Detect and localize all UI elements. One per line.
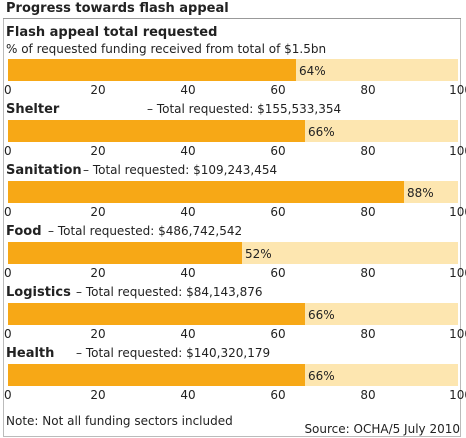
bar-requested: – Total requested: $109,243,454 <box>83 163 278 177</box>
x-tick-label: 60 <box>270 266 286 280</box>
x-tick-label: 20 <box>90 144 106 158</box>
bar-track: 52% <box>8 242 458 264</box>
bar-requested: – Total requested: $155,533,354 <box>147 102 342 116</box>
x-tick-label: 60 <box>270 327 286 341</box>
bar-track: 66% <box>8 303 458 325</box>
x-axis: 0 20 40 60 80 100 <box>4 388 466 402</box>
x-axis: 0 20 40 60 80 100 <box>4 266 466 280</box>
x-tick-label: 0 <box>4 388 12 402</box>
x-tick-label: 60 <box>270 388 286 402</box>
x-tick-label: 20 <box>90 205 106 219</box>
x-tick-label: 40 <box>180 83 196 97</box>
bar-label: Sanitation <box>6 163 82 178</box>
x-tick-label: 0 <box>4 205 12 219</box>
x-tick-label: 0 <box>4 327 12 341</box>
x-axis: 0 20 40 60 80 100 <box>4 205 466 219</box>
bar-block-sanitation: Sanitation – Total requested: $109,243,4… <box>0 163 466 223</box>
bar-fill <box>8 59 296 81</box>
x-tick-label: 40 <box>180 327 196 341</box>
bar-track: 64% <box>8 59 458 81</box>
x-tick-label: 60 <box>270 144 286 158</box>
x-tick-label: 100 <box>449 327 466 341</box>
x-tick-label: 20 <box>90 266 106 280</box>
bar-block-logistics: Logistics – Total requested: $84,143,876… <box>0 285 466 345</box>
bar-track: 88% <box>8 181 458 203</box>
x-tick-label: 40 <box>180 144 196 158</box>
bar-block-shelter: Shelter – Total requested: $155,533,354 … <box>0 102 466 162</box>
x-tick-label: 40 <box>180 205 196 219</box>
x-axis: 0 20 40 60 80 100 <box>4 83 466 97</box>
bar-track: 66% <box>8 364 458 386</box>
bar-fill <box>8 303 305 325</box>
bar-requested: – Total requested: $84,143,876 <box>76 285 263 299</box>
bar-value-label: 88% <box>407 186 434 200</box>
x-tick-label: 80 <box>360 327 376 341</box>
source-credit: Source: OCHA/5 July 2010 <box>304 422 460 436</box>
title-divider <box>3 18 461 19</box>
bar-fill <box>8 120 305 142</box>
x-tick-label: 100 <box>449 83 466 97</box>
x-tick-label: 100 <box>449 266 466 280</box>
x-tick-label: 0 <box>4 266 12 280</box>
bar-value-label: 64% <box>299 64 326 78</box>
bar-label: Logistics <box>6 285 71 300</box>
bar-fill <box>8 242 242 264</box>
x-tick-label: 20 <box>90 388 106 402</box>
bar-requested: – Total requested: $140,320,179 <box>76 346 271 360</box>
x-tick-label: 80 <box>360 388 376 402</box>
bar-value-label: 66% <box>308 369 335 383</box>
x-tick-label: 0 <box>4 144 12 158</box>
bar-subtitle: % of requested funding received from tot… <box>6 42 327 56</box>
x-tick-label: 20 <box>90 327 106 341</box>
bar-label: Shelter <box>6 102 60 117</box>
x-tick-label: 100 <box>449 144 466 158</box>
footnote: Note: Not all funding sectors included <box>6 414 233 428</box>
x-tick-label: 60 <box>270 205 286 219</box>
x-tick-label: 80 <box>360 83 376 97</box>
bar-track: 66% <box>8 120 458 142</box>
bar-fill <box>8 181 404 203</box>
x-tick-label: 100 <box>449 205 466 219</box>
chart-frame <box>3 19 461 437</box>
bar-value-label: 66% <box>308 308 335 322</box>
bar-label: Flash appeal total requested <box>6 25 218 40</box>
bar-block-health: Health – Total requested: $140,320,179 6… <box>0 346 466 406</box>
x-tick-label: 80 <box>360 266 376 280</box>
x-tick-label: 40 <box>180 266 196 280</box>
bar-label: Health <box>6 346 55 361</box>
x-axis: 0 20 40 60 80 100 <box>4 327 466 341</box>
page-title: Progress towards flash appeal <box>6 1 229 16</box>
bar-fill <box>8 364 305 386</box>
x-tick-label: 80 <box>360 144 376 158</box>
bar-block-total: Flash appeal total requested % of reques… <box>0 25 466 97</box>
bar-requested: – Total requested: $486,742,542 <box>48 224 243 238</box>
x-tick-label: 0 <box>4 83 12 97</box>
bar-value-label: 52% <box>245 247 272 261</box>
x-axis: 0 20 40 60 80 100 <box>4 144 466 158</box>
bar-label: Food <box>6 224 42 239</box>
x-tick-label: 80 <box>360 205 376 219</box>
x-tick-label: 100 <box>449 388 466 402</box>
x-tick-label: 60 <box>270 83 286 97</box>
bar-block-food: Food – Total requested: $486,742,542 52%… <box>0 224 466 284</box>
x-tick-label: 20 <box>90 83 106 97</box>
x-tick-label: 40 <box>180 388 196 402</box>
bar-value-label: 66% <box>308 125 335 139</box>
